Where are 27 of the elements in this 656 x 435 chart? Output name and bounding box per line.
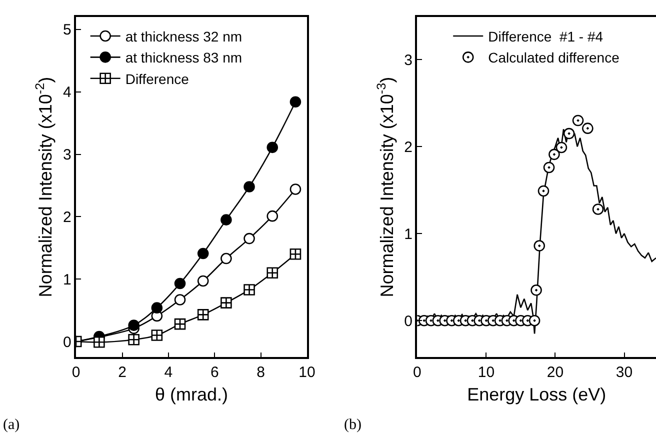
y-tick-label: 1	[63, 271, 72, 288]
legend-label: Calculated difference	[488, 50, 620, 66]
x-axis-title: Energy Loss (eV)	[467, 384, 606, 404]
y-tick-label: 0	[63, 334, 72, 351]
x-tick-label: 2	[118, 364, 126, 381]
legend-label: Difference	[125, 70, 190, 87]
x-tick-label: 20	[546, 364, 564, 381]
y-tick-label: 2	[63, 208, 72, 226]
legend-label: at thickness 83 nm	[125, 50, 242, 66]
y-tick-label: 3	[404, 52, 412, 69]
y-tick-label: 2	[404, 138, 412, 156]
x-tick-label: 10	[478, 364, 495, 381]
x-axis-title: θ (mrad.)	[155, 384, 228, 404]
y-tick-label: 1	[404, 226, 412, 243]
x-tick-label: 6	[210, 364, 219, 381]
x-tick-label: 10	[298, 364, 316, 381]
x-tick-label: 8	[256, 364, 265, 381]
text: (b)	[344, 417, 362, 433]
y-tick-label: 5	[63, 22, 72, 39]
x-tick-label: 4	[164, 364, 173, 381]
x-tick-label: 30	[616, 364, 633, 381]
y-tick-label: 4	[63, 84, 72, 102]
legend-label: Difference #1 - #4	[488, 28, 604, 44]
y-tick-label: 3	[63, 146, 72, 164]
text: (a)	[3, 417, 20, 433]
legend-label: at thickness 32 nm	[125, 28, 242, 44]
y-tick-label: 0	[404, 312, 412, 330]
